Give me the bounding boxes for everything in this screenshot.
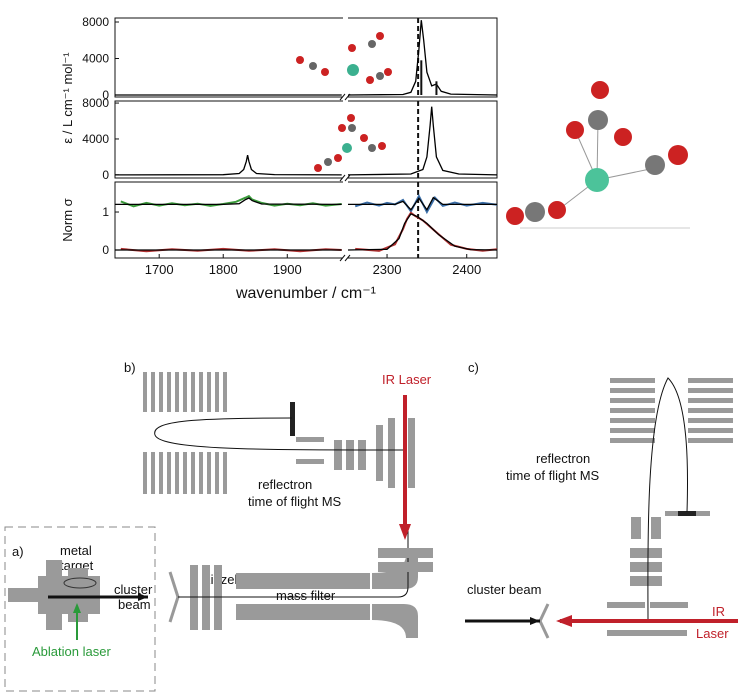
panel-label: b) [124,360,136,375]
label: mass filter [276,588,336,603]
panel-label: a) [12,544,24,559]
y-tick-label: 0 [102,88,109,102]
y-tick-label: 4000 [82,52,109,66]
apparatus [4,372,738,692]
diagram-labels: b) IR Laser reflectron time of flight MS… [12,360,729,659]
axis-break [339,174,351,182]
x-axis-label: wavenumber / cm⁻¹ [235,285,376,302]
y-tick-label: 0 [102,243,109,257]
y-tick-label: 8000 [82,15,109,29]
y-axis-label: ε / L cm⁻¹ mol⁻¹ [60,52,75,144]
y-tick-label: 1 [102,205,109,219]
label: time of flight MS [506,468,600,483]
series-line [114,106,498,176]
x-tick-label: 1700 [145,262,174,277]
series-line [120,194,342,208]
frame [114,17,498,98]
y-tick-label: 4000 [82,132,109,146]
x-tick-label: 2400 [452,262,481,277]
frame [114,100,498,179]
y-tick-label: 0 [102,168,109,182]
laser-label: Laser [696,626,729,641]
series-line [115,20,498,96]
label: cluster beam [467,582,541,597]
label: reflectron [536,451,590,466]
series-line [115,213,498,251]
y-tick-label: 8000 [82,96,109,110]
label: beam [118,597,151,612]
label: metal [60,543,92,558]
series-line [120,211,498,253]
frame [114,181,498,259]
axis-break [339,254,351,262]
x-tick-label: 2300 [373,262,402,277]
laser-label: IR [712,604,725,619]
panel-label: c) [468,360,479,375]
label: cluster [114,582,153,597]
molecule-icons [296,32,690,229]
x-tick-label: 1900 [273,262,302,277]
laser-label: Ablation laser [32,644,111,659]
label: time of flight MS [248,494,342,509]
series-line [115,196,497,211]
laser-label: IR Laser [382,372,432,387]
x-tick-label: 1800 [209,262,238,277]
label: reflectron [258,477,312,492]
y-axis-label: Norm σ [60,198,75,241]
